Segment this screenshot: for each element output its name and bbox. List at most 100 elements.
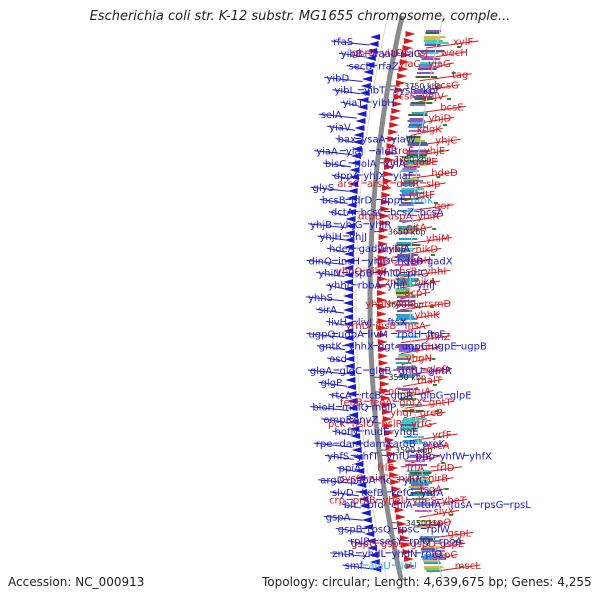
gene-label[interactable]: rbbA [358, 281, 382, 292]
gene-label[interactable]: nikD [415, 244, 438, 255]
gene-label[interactable]: secB [349, 61, 373, 72]
gene-label[interactable]: bcsC [360, 208, 384, 219]
gene-label[interactable]: hslR [381, 419, 402, 430]
gene-label[interactable]: yhfU [386, 451, 409, 462]
gene-label[interactable]: asd [329, 354, 347, 365]
gene-label[interactable]: crp [329, 496, 345, 507]
gene-label[interactable]: rtcA [331, 390, 352, 401]
gene-label[interactable]: ldrD [351, 195, 372, 206]
gene-label[interactable]: ugpB [461, 342, 487, 353]
gene-label[interactable]: yhhL [395, 299, 420, 310]
gene-label[interactable]: yhiQ [377, 269, 400, 280]
gene-label[interactable]: gadW [359, 244, 388, 255]
gene-label[interactable]: yhhN [365, 299, 391, 310]
gene-label[interactable]: prlC [407, 269, 427, 280]
gene-label[interactable]: php [416, 451, 435, 462]
gene-label[interactable]: yrfG [411, 419, 432, 430]
gene-label[interactable]: yhjH [319, 232, 342, 243]
gene-label[interactable]: gntX [399, 397, 423, 408]
gene-label[interactable]: kbl [423, 86, 438, 97]
gene-label[interactable]: cysG [339, 474, 363, 485]
gene-label[interactable]: yheS [412, 496, 437, 507]
gene-label[interactable]: smf [345, 561, 364, 572]
gene-label[interactable]: bax [338, 134, 356, 145]
gene-label[interactable]: dctR [396, 179, 419, 190]
gene-label[interactable]: ggt [378, 342, 395, 353]
gene-label[interactable]: yhjD [428, 113, 451, 124]
gene-label[interactable]: ghrB [352, 48, 376, 59]
gene-label[interactable]: yibI [334, 86, 352, 97]
gene-label[interactable]: gadX [427, 256, 453, 267]
gene-label[interactable]: gspG [351, 539, 377, 550]
gene-label[interactable]: yhgE [394, 427, 419, 438]
gene-label[interactable]: nikB [366, 266, 388, 277]
gene-label[interactable]: livJ [358, 317, 372, 328]
gene-label[interactable]: fusA [450, 500, 472, 511]
gene-label[interactable]: ugpE [431, 342, 456, 353]
gene-label[interactable]: yhhQ [336, 266, 363, 277]
gene-label[interactable]: rpsG [480, 500, 503, 511]
gene-label[interactable]: kefB [362, 488, 384, 499]
gene-label[interactable]: yiaC [399, 59, 421, 70]
gene-label[interactable]: gspD [410, 539, 436, 550]
gene-label[interactable]: ftsE [427, 329, 446, 340]
gene-label[interactable]: yhjV [422, 92, 444, 103]
gene-label[interactable]: arsC [337, 179, 359, 190]
gene-label[interactable]: pitA [407, 223, 427, 234]
gene-label[interactable]: bioH [312, 403, 335, 414]
gene-label[interactable]: yibT [364, 86, 386, 97]
gene-label[interactable]: yhhY [415, 343, 441, 354]
gene-label[interactable]: yhfG [403, 476, 427, 487]
gene-label[interactable]: dam [339, 439, 361, 450]
gene-label[interactable]: secY [380, 537, 404, 548]
gene-label[interactable]: insB [375, 321, 396, 332]
gene-label[interactable]: dinQ [309, 256, 332, 267]
gene-label[interactable]: yhiN [318, 269, 341, 280]
gene-label[interactable]: yhjB [310, 220, 332, 231]
gene-label[interactable]: uspA [388, 212, 413, 223]
gene-label[interactable]: gspC [432, 550, 457, 561]
gene-label[interactable]: proK [411, 195, 434, 206]
gene-label[interactable]: aroK [422, 439, 445, 450]
gene-label[interactable]: yhjC [435, 135, 457, 146]
gene-label[interactable]: feoC [378, 386, 401, 397]
gene-label[interactable]: prkB [353, 496, 376, 507]
gene-label[interactable]: rtcR [397, 365, 418, 376]
gene-label[interactable]: treF [394, 146, 414, 157]
gene-label[interactable]: slyD [332, 488, 354, 499]
gene-label[interactable]: gspB [338, 524, 363, 535]
gene-label[interactable]: malP [372, 403, 397, 414]
gene-label[interactable]: frlA [407, 463, 424, 474]
gene-label[interactable]: feoB [340, 397, 363, 408]
gene-label[interactable]: gspA [326, 512, 351, 523]
gene-label[interactable]: pabA [350, 476, 376, 487]
gene-label[interactable]: arsR [367, 179, 389, 190]
gene-label[interactable]: yhhK [414, 310, 440, 321]
gene-label[interactable]: yhhZ [425, 332, 451, 343]
gene-label[interactable]: ileU [398, 561, 417, 572]
gene-label[interactable]: chiA [391, 500, 413, 511]
gene-label[interactable]: gadE [412, 157, 437, 168]
gene-label[interactable]: bcsF [392, 92, 415, 103]
gene-label[interactable]: rpsQ [367, 524, 391, 535]
gene-label[interactable]: nirB [428, 474, 448, 485]
gene-label[interactable]: yiaV [329, 122, 351, 133]
gene-label[interactable]: gor [434, 201, 451, 212]
gene-label[interactable]: ugpQ [308, 329, 335, 340]
gene-label[interactable]: glpR [391, 390, 413, 401]
gene-label[interactable]: bisC [325, 159, 346, 170]
gene-label[interactable]: xylF [453, 37, 474, 48]
gene-label[interactable]: mrcA [423, 441, 449, 452]
gene-label[interactable]: yiaG [428, 59, 451, 70]
gene-label[interactable]: envZ [353, 415, 378, 426]
gene-label[interactable]: yhjG [340, 220, 363, 231]
gene-label[interactable]: glgB [369, 366, 391, 377]
gene-label[interactable]: glpE [450, 390, 472, 401]
gene-label[interactable]: wecH [441, 48, 468, 59]
gene-label[interactable]: glyS [313, 183, 334, 194]
gene-label[interactable]: slp [426, 179, 440, 190]
gene-label[interactable]: glgC [339, 366, 361, 377]
gene-label[interactable]: rhsB [395, 266, 417, 277]
gene-label[interactable]: waaU [370, 49, 398, 60]
